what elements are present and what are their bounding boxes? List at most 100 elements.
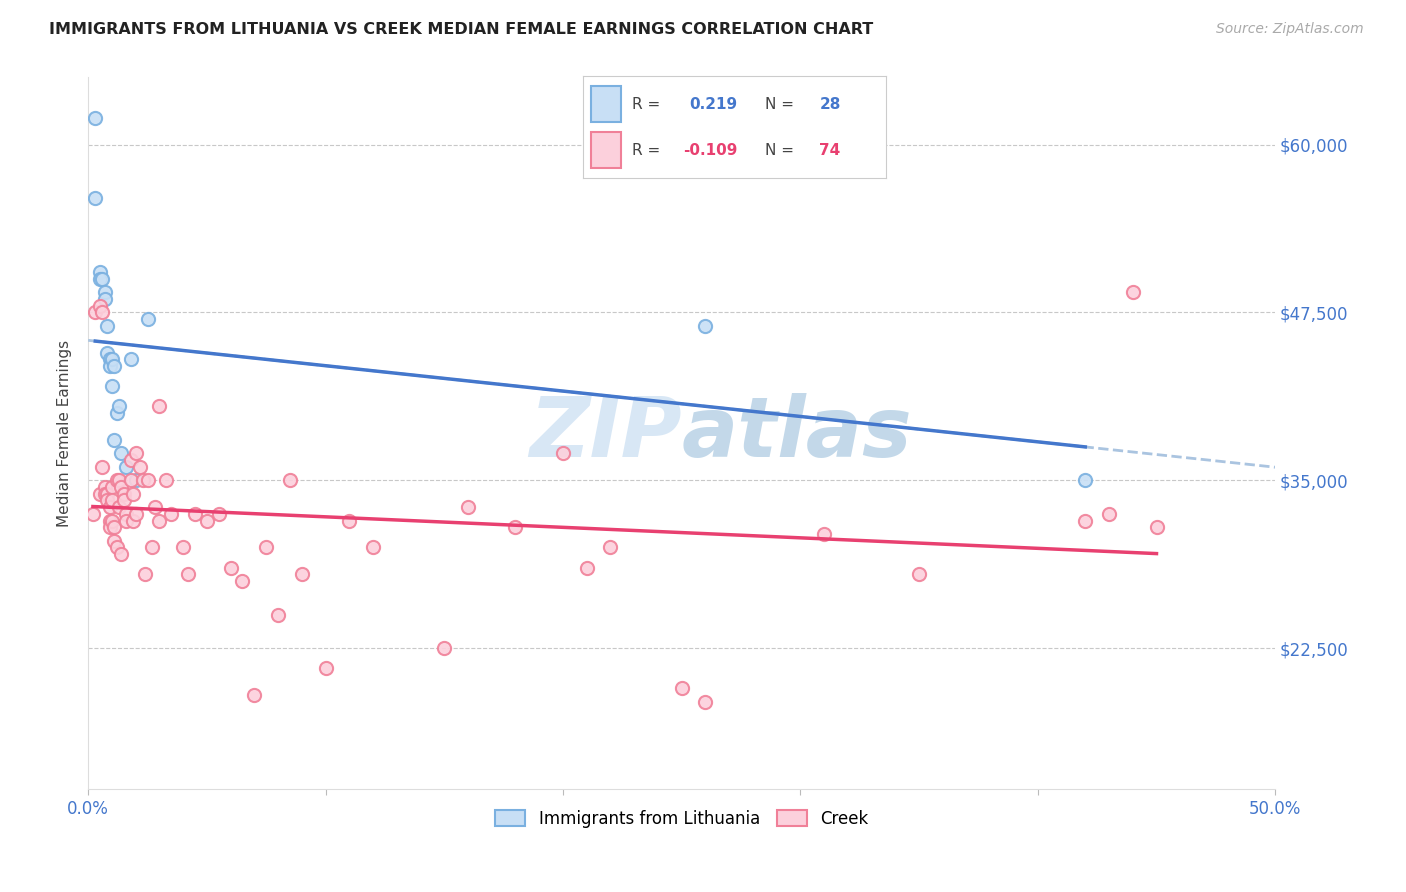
Point: [91, 272, 114, 286]
Point: [94, 285, 117, 300]
Point: [575, 560, 598, 574]
Point: [108, 400, 131, 414]
Text: N =: N =: [765, 96, 794, 112]
Text: 74: 74: [820, 143, 841, 158]
Point: [96, 493, 118, 508]
Point: [148, 400, 170, 414]
Point: [89, 265, 111, 279]
Point: [115, 459, 138, 474]
Point: [291, 567, 314, 582]
Point: [141, 541, 163, 555]
Point: [101, 379, 124, 393]
Point: [599, 541, 621, 555]
Point: [105, 541, 128, 555]
Point: [110, 446, 132, 460]
Point: [695, 695, 717, 709]
Point: [91, 305, 114, 319]
Point: [172, 541, 194, 555]
Point: [177, 567, 200, 582]
Point: [115, 514, 138, 528]
Legend: Immigrants from Lithuania, Creek: Immigrants from Lithuania, Creek: [489, 803, 875, 834]
Point: [278, 473, 301, 487]
Point: [813, 527, 835, 541]
Point: [433, 641, 456, 656]
Point: [96, 345, 118, 359]
Point: [1098, 507, 1121, 521]
Point: [1074, 514, 1097, 528]
Point: [84, 305, 107, 319]
Point: [103, 433, 125, 447]
Point: [105, 406, 128, 420]
Point: [120, 473, 142, 487]
Point: [155, 473, 177, 487]
Point: [122, 487, 145, 501]
Point: [1122, 285, 1144, 300]
Point: [1146, 520, 1168, 534]
Point: [84, 191, 107, 205]
Point: [89, 487, 111, 501]
Point: [457, 500, 479, 515]
Y-axis label: Median Female Earnings: Median Female Earnings: [58, 340, 72, 527]
Point: [91, 459, 114, 474]
Point: [112, 493, 135, 508]
Point: [98, 359, 121, 374]
Point: [695, 318, 717, 333]
Point: [101, 514, 124, 528]
Point: [160, 507, 183, 521]
Point: [231, 574, 253, 588]
Text: N =: N =: [765, 143, 794, 158]
Point: [103, 533, 125, 548]
Text: 0.219: 0.219: [689, 96, 737, 112]
Point: [101, 493, 124, 508]
Point: [103, 359, 125, 374]
Point: [315, 661, 337, 675]
Point: [94, 292, 117, 306]
Point: [136, 473, 159, 487]
Point: [143, 500, 166, 515]
Point: [101, 480, 124, 494]
Point: [110, 480, 132, 494]
Text: atlas: atlas: [682, 392, 912, 474]
Point: [124, 507, 146, 521]
Point: [1074, 473, 1097, 487]
Point: [82, 507, 104, 521]
Text: IMMIGRANTS FROM LITHUANIA VS CREEK MEDIAN FEMALE EARNINGS CORRELATION CHART: IMMIGRANTS FROM LITHUANIA VS CREEK MEDIA…: [49, 22, 873, 37]
Point: [243, 688, 266, 702]
Point: [98, 514, 121, 528]
Point: [671, 681, 693, 696]
Point: [134, 567, 156, 582]
Text: 28: 28: [820, 96, 841, 112]
Point: [112, 487, 135, 501]
Text: R =: R =: [631, 96, 659, 112]
Point: [124, 446, 146, 460]
Point: [184, 507, 207, 521]
Point: [108, 473, 131, 487]
Bar: [591, 132, 621, 168]
Point: [120, 453, 142, 467]
Point: [115, 507, 138, 521]
Point: [195, 514, 218, 528]
Point: [84, 111, 107, 125]
Point: [129, 459, 152, 474]
Point: [96, 487, 118, 501]
Point: [98, 520, 121, 534]
Bar: [591, 87, 621, 122]
Point: [89, 272, 111, 286]
Point: [120, 352, 142, 367]
Point: [94, 487, 117, 501]
Point: [105, 473, 128, 487]
Point: [98, 500, 121, 515]
Point: [110, 547, 132, 561]
Text: ZIP: ZIP: [529, 392, 682, 474]
Point: [908, 567, 931, 582]
Point: [136, 312, 159, 326]
Point: [337, 514, 360, 528]
Point: [124, 473, 146, 487]
Point: [101, 352, 124, 367]
Point: [98, 352, 121, 367]
Text: R =: R =: [631, 143, 659, 158]
Point: [505, 520, 527, 534]
Point: [96, 318, 118, 333]
Point: [103, 520, 125, 534]
Point: [267, 607, 290, 622]
